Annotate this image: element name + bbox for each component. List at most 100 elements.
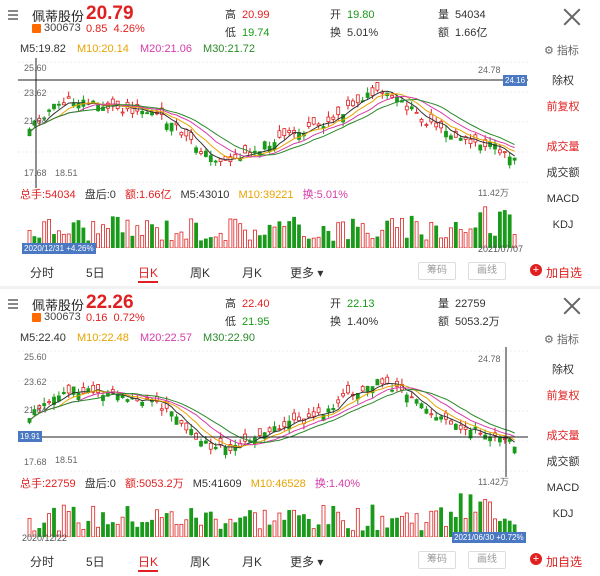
date-badge: 2020/12/31 +4.26%	[22, 243, 96, 254]
candle-body	[336, 106, 341, 116]
indicator-button[interactable]: ⚙ 指标	[544, 334, 579, 346]
candle-body	[282, 421, 287, 428]
tab-daily-k[interactable]: 日K	[138, 266, 159, 280]
volume-button[interactable]: 成交量	[546, 141, 580, 153]
candle-body	[341, 393, 346, 397]
tab-more[interactable]: 更多 ▾	[290, 555, 324, 569]
volume-bar	[208, 511, 213, 537]
volume-bar	[115, 216, 120, 248]
volume-bar	[150, 224, 154, 248]
candle-body	[512, 446, 517, 454]
tab-fenshi[interactable]: 分时	[30, 555, 55, 569]
volume-bar	[208, 237, 213, 248]
volume-bar	[145, 522, 149, 537]
open-field: 开 22.13	[330, 298, 375, 310]
candle-body	[267, 145, 272, 153]
candle-body	[228, 444, 233, 452]
qianfuquan-button[interactable]: 前复权	[546, 101, 580, 113]
chuquan-button[interactable]: 除权	[552, 364, 574, 376]
volume-bar	[473, 511, 478, 537]
volume-bar	[458, 229, 463, 248]
volume-bar	[184, 519, 189, 537]
add-watchlist[interactable]: 加自选	[546, 266, 583, 280]
volume-bar	[150, 519, 154, 537]
candle-body	[57, 395, 61, 402]
open-field: 开 19.80	[330, 9, 375, 21]
candle-body	[306, 413, 311, 418]
volume-bar	[272, 226, 277, 248]
candle-body	[125, 399, 130, 402]
volume-bar	[252, 512, 257, 537]
tab-5day[interactable]: 5日	[86, 266, 105, 280]
candle-body	[96, 384, 100, 393]
tab-monthly-k[interactable]: 月K	[242, 555, 263, 569]
volume-bar	[81, 528, 86, 537]
macd-button[interactable]: MACD	[546, 482, 580, 494]
axis-top-label: 25.60	[24, 352, 47, 362]
close-icon[interactable]	[563, 297, 581, 315]
menu-icon[interactable]	[8, 297, 18, 311]
volume-bar	[321, 226, 326, 248]
chips-button[interactable]: 筹码	[418, 551, 456, 569]
amount-button[interactable]: 成交额	[546, 456, 580, 468]
quote-header: 佩蒂股份 300673 20.79 0.85 4.26% 高 20.99 低 19.…	[0, 0, 600, 40]
chuquan-button[interactable]: 除权	[552, 75, 574, 87]
amount-button[interactable]: 成交额	[546, 167, 580, 179]
tab-monthly-k[interactable]: 月K	[242, 266, 263, 280]
volume-bar	[57, 230, 61, 248]
candle-body	[287, 129, 292, 133]
volume-bar	[101, 512, 105, 537]
indicator-button[interactable]: ⚙ 指标	[544, 45, 579, 57]
candle-body	[61, 392, 66, 395]
macd-button[interactable]: MACD	[546, 193, 580, 205]
candle-body	[282, 128, 287, 136]
volume-bar	[120, 516, 125, 537]
volume-bar	[311, 528, 316, 537]
draw-button[interactable]: 画线	[468, 262, 506, 280]
tab-daily-k[interactable]: 日K	[138, 555, 159, 569]
last-price: 22.26	[86, 292, 134, 313]
volume-button[interactable]: 成交量	[546, 430, 580, 442]
candle-body	[37, 405, 42, 409]
tab-5day[interactable]: 5日	[86, 555, 105, 569]
volume-bar	[238, 223, 243, 248]
candle-body	[409, 396, 414, 399]
candle-body	[91, 384, 96, 393]
tab-more[interactable]: 更多 ▾	[290, 266, 324, 280]
volume-bar	[91, 221, 96, 248]
volume-bar	[174, 524, 179, 537]
volume-chart-1	[27, 206, 517, 248]
volume-bar	[252, 229, 257, 248]
kline-chart-1[interactable]	[18, 58, 528, 188]
volume-bar	[507, 214, 512, 248]
menu-icon[interactable]	[8, 8, 18, 22]
add-watchlist[interactable]: 加自选	[546, 555, 583, 569]
candle-body	[174, 416, 179, 425]
tab-weekly-k[interactable]: 周K	[190, 555, 211, 569]
volume-bar	[395, 517, 399, 537]
volume-bar	[478, 212, 483, 248]
volume-bar	[301, 236, 306, 248]
qianfuquan-button[interactable]: 前复权	[546, 390, 580, 402]
candle-body	[473, 426, 478, 429]
volume-bar	[228, 218, 233, 248]
volume-bar	[76, 522, 81, 537]
volume-bar	[86, 520, 91, 537]
kline-chart-2[interactable]	[18, 347, 528, 477]
candle-body	[458, 424, 463, 430]
draw-button[interactable]: 画线	[468, 551, 506, 569]
volume-bar	[463, 517, 468, 537]
chips-button[interactable]: 筹码	[418, 262, 456, 280]
tab-fenshi[interactable]: 分时	[30, 266, 55, 280]
volume-bar	[287, 221, 292, 248]
close-icon[interactable]	[563, 8, 581, 26]
volume-bar	[32, 530, 37, 537]
volume-bar	[385, 527, 390, 537]
add-icon[interactable]: +	[530, 264, 542, 276]
volume-bar	[125, 506, 130, 537]
kdj-button[interactable]: KDJ	[552, 508, 574, 520]
tab-weekly-k[interactable]: 周K	[190, 266, 211, 280]
volume-bar	[346, 528, 350, 537]
kdj-button[interactable]: KDJ	[552, 219, 574, 231]
add-icon[interactable]: +	[530, 553, 542, 565]
